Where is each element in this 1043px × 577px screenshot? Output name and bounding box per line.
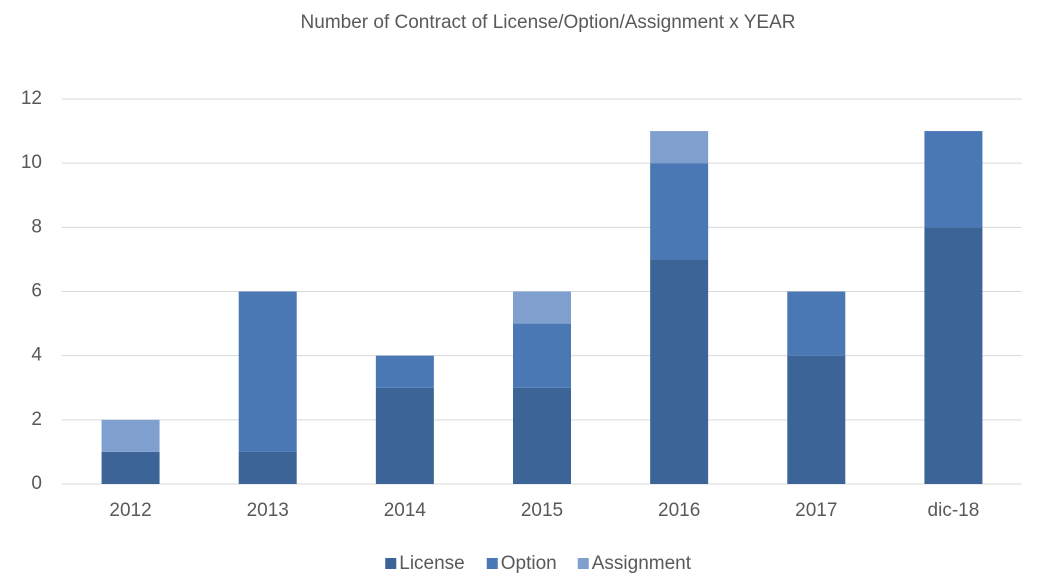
bar-segment <box>650 131 709 164</box>
y-tick-label: 12 <box>21 88 42 109</box>
bar-segment <box>375 355 434 388</box>
x-tick-label: 2014 <box>384 500 427 521</box>
x-tick-label: 2016 <box>658 500 700 521</box>
y-tick-label: 10 <box>21 152 42 173</box>
bar-segment <box>924 227 983 485</box>
y-tick-label: 8 <box>31 216 42 237</box>
bar-segment <box>787 291 846 356</box>
x-tick-label: 2013 <box>247 500 289 521</box>
y-tick-label: 6 <box>31 281 42 302</box>
legend-swatch <box>385 558 397 569</box>
legend-label: Assignment <box>592 553 692 574</box>
bar-segment <box>924 131 983 228</box>
x-tick-label: 2015 <box>521 500 563 521</box>
bar-segment <box>650 163 709 260</box>
bar-segment <box>375 387 434 484</box>
legend-label: License <box>399 553 465 574</box>
x-tick-label: dic-18 <box>928 500 980 521</box>
y-tick-label: 4 <box>31 345 42 366</box>
bar-segment <box>650 259 709 484</box>
x-tick-label: 2017 <box>795 500 837 521</box>
bar-segment <box>101 451 160 484</box>
legend-label: Option <box>501 553 557 574</box>
x-tick-label: 2012 <box>109 500 151 521</box>
bar-segment <box>513 323 571 388</box>
bar-segment <box>238 291 297 452</box>
y-tick-label: 2 <box>31 409 42 430</box>
bar-segment <box>513 291 571 324</box>
legend-swatch <box>486 558 498 569</box>
y-tick-label: 0 <box>31 473 42 494</box>
bar-segment <box>787 355 846 484</box>
bar-segment <box>513 387 571 484</box>
bar-segment <box>101 419 160 452</box>
chart-title: Number of Contract of License/Option/Ass… <box>301 12 796 33</box>
legend-swatch <box>577 558 589 569</box>
bar-segment <box>238 451 297 484</box>
